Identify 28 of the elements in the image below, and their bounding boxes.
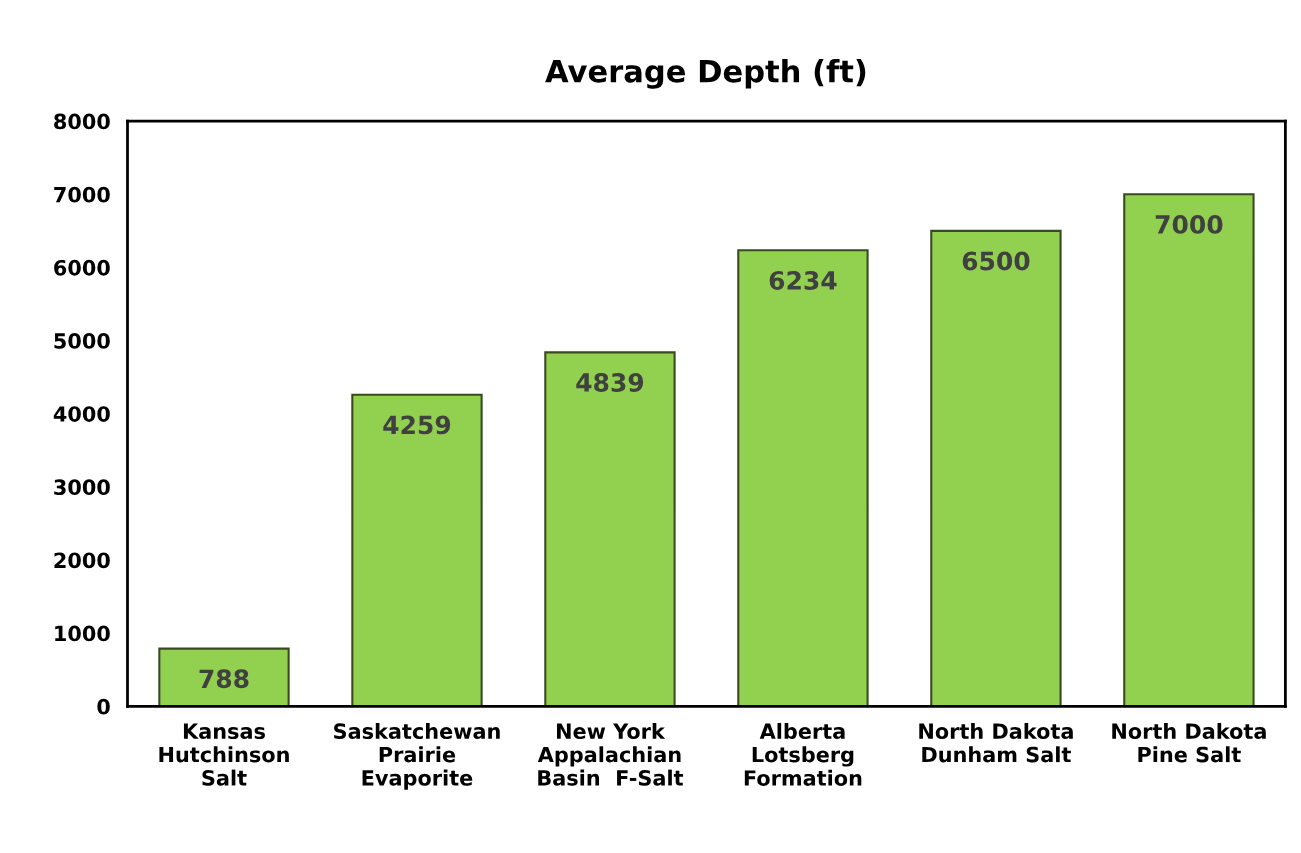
y-tick-label: 7000 xyxy=(54,186,110,203)
y-tick-label: 5000 xyxy=(54,333,110,349)
data-label: 7000 xyxy=(1155,214,1223,234)
x-tick-label: North Dakota Dunham Salt xyxy=(919,722,1073,763)
data-label: 6234 xyxy=(769,270,837,290)
chart-title: Average Depth (ft) xyxy=(545,59,866,89)
x-tick-label: North Dakota Pine Salt xyxy=(1112,722,1266,763)
data-label: 6500 xyxy=(962,251,1030,271)
x-tick-label: Alberta Lotsberg Formation xyxy=(744,722,862,786)
bar xyxy=(1123,193,1255,707)
y-tick-label: 2000 xyxy=(54,552,110,569)
y-tick-label: 4000 xyxy=(53,406,110,422)
bar xyxy=(930,229,1062,707)
y-tick-label: 8000 xyxy=(54,113,110,130)
y-tick-label: 6000 xyxy=(54,259,110,276)
bar xyxy=(158,647,290,707)
x-tick-label: New York Appalachian Basin F-Salt xyxy=(537,722,684,786)
bar xyxy=(737,249,869,707)
bar xyxy=(351,393,483,707)
x-tick-label: Saskatchewan Prairie Evaporite xyxy=(334,722,500,790)
data-label: 4839 xyxy=(576,373,644,392)
y-tick-label: 0 xyxy=(97,698,110,715)
bar xyxy=(544,351,676,707)
y-tick-label: 3000 xyxy=(54,479,110,496)
y-tick-label: 1000 xyxy=(55,625,110,642)
x-tick-label: Kansas Hutchinson Salt xyxy=(159,723,289,786)
data-label: 788 xyxy=(199,669,249,689)
data-label: 4259 xyxy=(383,415,451,435)
